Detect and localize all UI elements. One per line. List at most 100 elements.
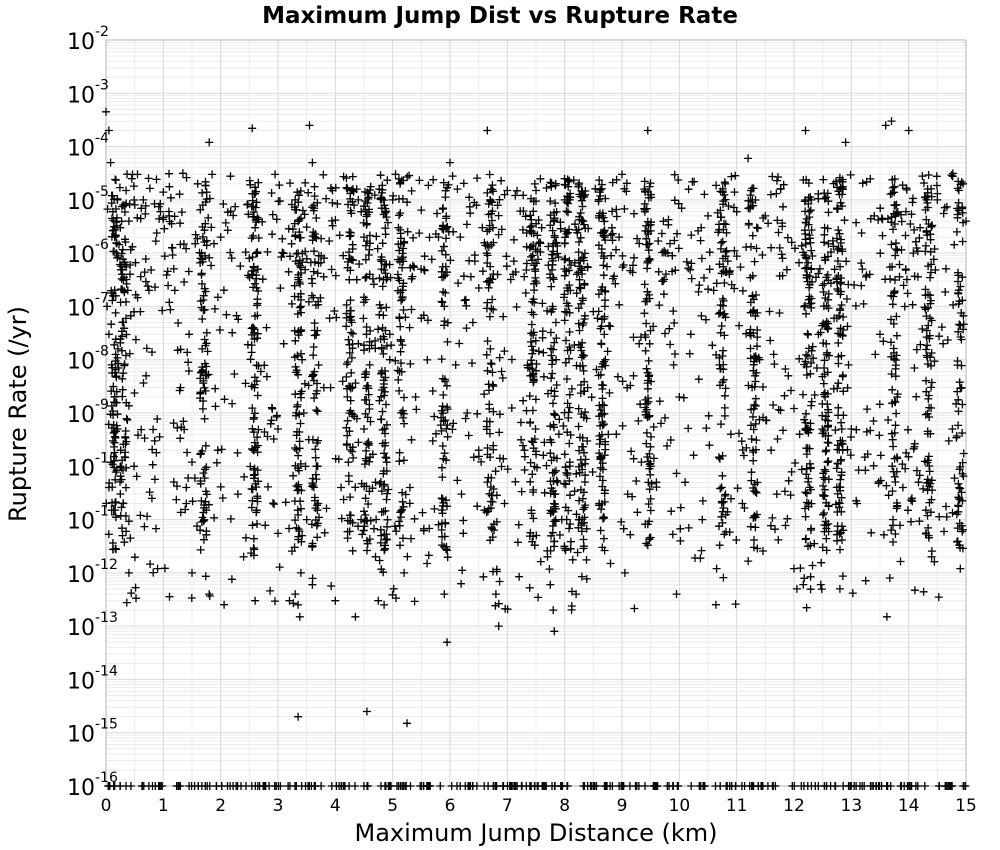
data-point [539,348,548,357]
data-point [377,415,386,424]
data-point [887,526,896,535]
data-point [219,286,228,295]
data-point [801,488,810,497]
data-point [802,409,810,418]
data-point [551,466,560,475]
data-point [846,451,855,460]
data-point [751,371,760,380]
data-point [360,507,368,516]
data-point [744,557,753,566]
data-point [927,404,936,412]
data-point [526,337,535,346]
data-point [483,478,492,487]
data-point [187,594,196,602]
data-point [857,259,866,268]
data-point [800,574,809,583]
data-point [110,286,119,295]
data-point [204,213,213,222]
data-point [313,379,321,388]
data-point [113,344,122,353]
data-point [407,305,416,314]
data-point [802,214,811,223]
data-point [294,482,302,491]
data-point [308,574,317,583]
data-point [831,782,840,790]
data-point [120,360,129,369]
data-point [591,184,600,193]
data-point [176,434,185,443]
data-point [548,302,557,311]
data-point [198,447,207,455]
data-point [568,555,577,564]
data-point [802,263,811,272]
data-point [249,534,258,543]
data-point [829,179,838,188]
data-point [929,255,938,264]
data-point [834,359,843,368]
data-point [367,341,376,350]
data-point [820,527,829,536]
data-point [521,212,530,221]
data-point [617,517,626,526]
data-point [778,271,787,280]
y-tick-label: 10-8 [67,344,109,375]
data-point [642,319,651,328]
data-point [802,498,811,507]
data-point [672,469,681,478]
data-point [895,260,904,269]
data-point [121,440,130,449]
data-point [824,239,833,248]
data-point [125,349,134,358]
data-point [838,371,847,380]
data-point [596,435,605,444]
data-point [959,218,968,227]
data-point [944,782,953,790]
data-point [926,296,935,305]
data-point [740,504,749,512]
data-point [175,386,184,395]
data-point [950,240,959,249]
data-point [405,171,414,180]
data-point [398,293,407,302]
data-point [920,457,929,466]
data-point [746,308,755,317]
data-point [819,473,828,482]
data-point [923,185,932,193]
data-point [784,476,793,485]
data-point [250,279,259,288]
data-point [791,244,799,253]
data-point [344,471,353,480]
x-tick-label: 8 [559,796,570,816]
data-point [834,329,843,338]
data-point [705,265,714,274]
data-point [422,782,431,790]
data-point [363,782,372,790]
data-point [559,422,568,430]
data-point [487,504,495,512]
data-point [948,425,957,433]
data-point [546,506,555,515]
data-point [529,295,538,304]
data-point [957,488,966,497]
data-point [716,381,724,390]
data-point [888,435,897,444]
data-point [193,522,201,531]
data-point [343,358,352,366]
data-point [253,391,262,400]
data-point [234,315,243,324]
data-point [942,502,950,511]
data-point [958,469,967,478]
data-point [526,477,535,486]
data-point [398,286,407,295]
data-point [316,293,325,302]
data-point [923,486,932,495]
data-point [796,564,805,573]
data-point [258,217,267,226]
data-point [534,347,543,356]
data-point [107,402,116,410]
data-point [819,379,828,388]
data-point [331,454,340,463]
data-point [438,532,446,541]
data-point [549,345,558,354]
data-point [256,367,265,376]
